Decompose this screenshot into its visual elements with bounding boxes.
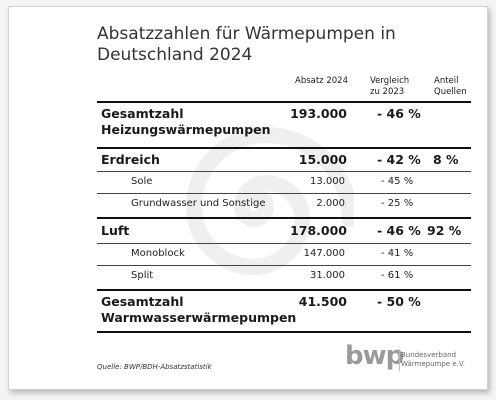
section-rule-erdreich xyxy=(97,147,471,149)
vergleich-erdreich: - 42 % xyxy=(377,152,421,167)
infographic-card: Absatzzahlen für Wärmepumpen in Deutschl… xyxy=(8,6,488,390)
absatz-monoblock: 147.000 xyxy=(303,248,345,259)
row-label-grundwasser: Grundwasser und Sonstige xyxy=(131,198,266,209)
absatz-sole: 13.000 xyxy=(310,176,345,187)
vergleich-monoblock: - 41 % xyxy=(381,248,414,259)
logo-org-name: Bundesverband Wärmepumpe e.V. xyxy=(401,351,465,368)
bwp-logo: bwp xyxy=(345,341,404,371)
logo-divider xyxy=(399,349,400,371)
sub-rule-monoblock xyxy=(97,243,471,244)
row-label-erdreich: Erdreich xyxy=(101,152,160,167)
vergleich-sole: - 45 % xyxy=(381,176,414,187)
sub-rule-grundwasser xyxy=(97,193,471,194)
column-header-vergleich: Vergleich zu 2023 xyxy=(370,76,410,97)
anteil-luft: 92 % xyxy=(427,223,462,238)
vergleich-luft: - 46 % xyxy=(377,223,421,238)
row-label-split: Split xyxy=(131,270,154,281)
absatz-split: 31.000 xyxy=(310,270,345,281)
absatz-gesamt-heizung: 193.000 xyxy=(290,106,347,121)
sub-rule-split xyxy=(97,265,471,266)
bottom-rule xyxy=(97,331,471,333)
row-label-monoblock: Monoblock xyxy=(131,248,185,259)
absatz-erdreich: 15.000 xyxy=(298,152,347,167)
row-label-gesamt-heizung: Gesamtzahl Heizungswärmepumpen xyxy=(101,106,271,137)
vergleich-gesamt-warmwasser: - 50 % xyxy=(377,294,421,309)
vergleich-grundwasser: - 25 % xyxy=(381,198,414,209)
row-label-sole: Sole xyxy=(131,176,153,187)
source-note: Quelle: BWP/BDH-Absatzstatistik xyxy=(97,363,212,371)
absatz-gesamt-warmwasser: 41.500 xyxy=(298,294,347,309)
section-rule-luft xyxy=(97,217,471,219)
vergleich-split: - 61 % xyxy=(381,270,414,281)
absatz-grundwasser: 2.000 xyxy=(316,198,345,209)
row-label-luft: Luft xyxy=(101,223,130,238)
sub-rule-sole xyxy=(97,171,471,172)
section-rule-warmwasser xyxy=(97,289,471,291)
spiral-watermark xyxy=(185,126,354,276)
anteil-erdreich: 8 % xyxy=(433,152,459,167)
vergleich-gesamt-heizung: - 46 % xyxy=(377,106,421,121)
row-label-gesamt-warmwasser: Gesamtzahl Warmwasserwärmepumpen xyxy=(101,294,297,325)
header-rule xyxy=(97,101,471,103)
column-header-anteil: Anteil Quellen xyxy=(434,76,467,97)
page-title: Absatzzahlen für Wärmepumpen in Deutschl… xyxy=(97,24,396,65)
column-header-absatz: Absatz 2024 xyxy=(295,76,348,86)
absatz-luft: 178.000 xyxy=(290,223,347,238)
